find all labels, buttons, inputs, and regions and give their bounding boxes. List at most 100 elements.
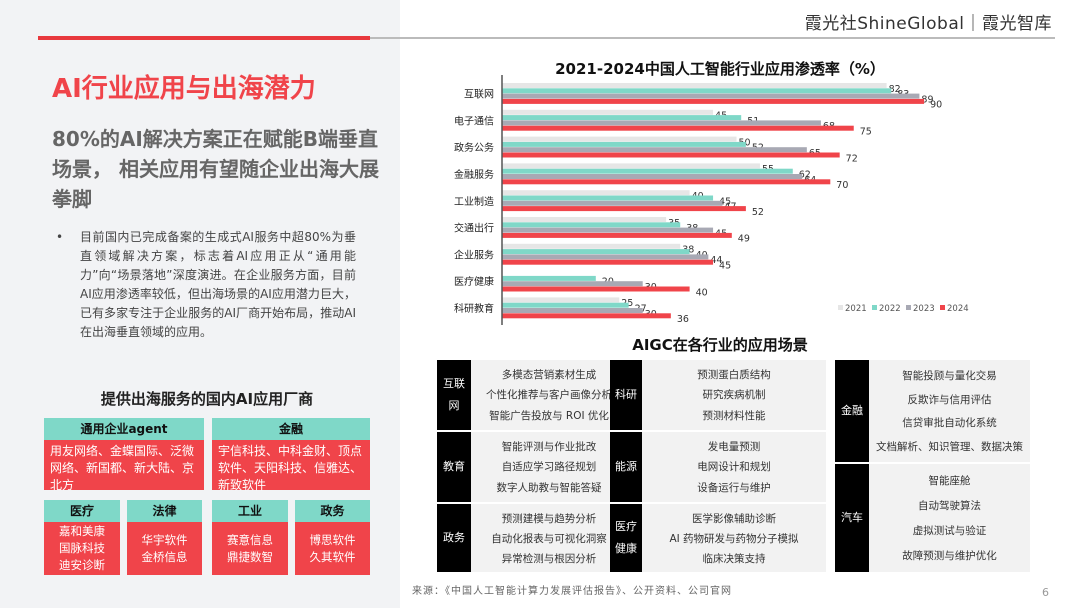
page-number: 6 [1042,586,1049,599]
category-label: 科研教育 [454,302,494,315]
data-label: 72 [846,153,858,164]
industry-label: 能源 [610,432,642,502]
vendor-category: 金融 [212,418,370,440]
vendor-companies: 嘉和美康 国脉科技 迪安诊断 [44,522,120,575]
category-label: 医疗健康 [454,275,494,288]
bar-2024 [502,259,714,265]
scenario-item: 故障预测与维护优化 [902,550,997,562]
bar-2024 [502,232,732,238]
scenario-item: 智能评测与作业批改 [501,440,597,453]
data-label: 40 [696,287,708,298]
category-label: 互联网 [464,89,494,101]
scenario-list: 智能座舱自动驾驶算法 虚拟测试与验证 故障预测与维护优化 [869,464,1030,572]
data-label: 52 [752,207,764,218]
scenario-list: 智能评测与作业批改 自适应学习路径规划 数字人助教与智能答疑 [471,432,627,502]
category-label: 电子通信 [454,114,494,127]
industry-row: 互联网 多模态营销素材生成 个性化推荐与客户画像分析 智能广告投放与 ROI 优化 [437,360,627,430]
scenario-item: 智能座舱 [928,475,971,487]
bar-2024 [502,286,690,292]
bar-2022 [502,249,690,255]
scenario-item: 数字人助教与智能答疑 [496,482,602,495]
scenario-list: 预测蛋白质结构 研究疾病机制 预测材料性能 [642,360,826,430]
vendor-category: 法律 [127,500,202,522]
scenario-list: 预测建模与趋势分析 自动化报表与可视化洞察 异常检测与根因分析 [471,504,627,572]
scenario-item: 临床决策支持 [702,552,766,565]
bar-2022 [502,88,892,94]
bar-2021 [502,83,887,88]
scenario-list: 医学影像辅助诊断 AI 药物研发与药物分子模拟 临床决策支持 [642,504,826,572]
industry-label: 医疗健康 [610,504,642,572]
scenario-item: 电网设计和规划 [697,461,771,474]
data-label: 82 [889,84,901,95]
bar-2023 [502,308,643,313]
data-label: 44 [710,255,722,266]
bar-2021 [502,136,737,142]
penetration-chart: 互联网82838990电子通信45516875政务公务50526572金融服务5… [454,75,969,325]
vendor-box: 医疗 嘉和美康 国脉科技 迪安诊断 [44,500,120,575]
legend-label: 2024 [947,304,969,314]
industry-row: 医疗健康 医学影像辅助诊断 AI 药物研发与药物分子模拟 临床决策支持 [610,504,826,572]
vendor-box: 金融 宇信科技、中科金财、顶点软件、天阳科技、信雅达、新致软件 [212,418,370,492]
bar-2023 [502,120,821,126]
brand-logo: 霞光社ShineGlobal｜霞光智库 [804,14,1052,34]
chart-title: 2021-2024中国人工智能行业应用渗透率（%） [555,60,885,78]
data-label: 90 [930,100,942,111]
bar-2024 [502,98,925,104]
scenario-item: 研究疾病机制 [702,389,766,402]
category-label: 金融服务 [454,168,494,181]
industry-label: 科研 [610,360,642,430]
industry-row: 科研 预测蛋白质结构 研究疾病机制 预测材料性能 [610,360,826,430]
industry-label: 金融 [835,360,869,462]
vendor-category: 通用企业agent [44,418,204,440]
vendor-category: 医疗 [44,500,120,522]
bar-2024 [502,313,671,319]
category-label: 政务公务 [454,141,494,154]
bar-2021 [502,163,760,169]
bar-2021 [502,243,681,249]
bar-2024 [502,125,854,131]
vendor-companies: 用友网络、金蝶国际、泛微网络、新国都、新大陆、京北方 [44,440,204,492]
scenario-item: 设备运行与维护 [697,482,771,495]
legend-swatch [906,305,911,310]
bar-2021 [502,217,667,222]
category-label: 交通出行 [454,222,494,235]
scenario-item: 自动驾驶算法 [918,500,981,512]
industry-row: 教育 智能评测与作业批改 自适应学习路径规划 数字人助教与智能答疑 [437,432,627,502]
bar-2022 [502,275,596,281]
scenario-item: 医学影像辅助诊断 [692,512,776,525]
bullet-marker: • [56,230,64,244]
scenario-item: 自动化报表与可视化洞察 [491,532,607,545]
bar-2023 [502,281,643,287]
scenario-item: AI 药物研发与药物分子模拟 [669,532,799,545]
aigc-title: AIGC在各行业的应用场景 [632,336,808,354]
vendor-box: 政务 博思软件 久其软件 [295,500,370,575]
scenario-item: 虚拟测试与验证 [912,525,987,537]
data-label: 36 [677,314,689,325]
vendor-companies: 宇信科技、中科金财、顶点软件、天阳科技、信雅达、新致软件 [212,440,370,492]
legend-label: 2023 [913,304,935,314]
bar-2023 [502,200,723,206]
header-accent-line [38,36,370,40]
scenario-item: 异常检测与根因分析 [501,552,597,565]
vendors-title: 提供出海服务的国内AI应用厂商 [100,390,314,408]
scenario-item: 信贷审批自动化系统 [902,417,997,430]
vendor-category: 工业 [212,500,288,522]
industry-label: 互联网 [437,360,471,430]
bar-2023 [502,254,709,260]
scenario-item: 发电量预测 [707,440,761,453]
bar-2022 [502,195,714,201]
industry-label: 政务 [437,504,471,572]
industry-row: 金融 智能投顾与量化交易 反欺诈与信用评估 信贷审批自动化系统 文档解析、知识管理、数据… [835,360,1030,462]
industry-row: 政务 预测建模与趋势分析 自动化报表与可视化洞察 异常检测与根因分析 [437,504,627,572]
data-label: 62 [799,170,811,181]
source-note: 来源：《中国人工智能计算力发展评估报告》、公开资料、公司官网 [412,586,732,597]
scenario-item: 预测蛋白质结构 [697,368,771,381]
vendor-companies: 赛意信息 鼎捷数智 [212,522,288,575]
bar-2021 [502,190,690,196]
bar-2023 [502,174,803,179]
data-label: 70 [836,180,848,191]
data-label: 89 [921,94,933,105]
vendor-box: 法律 华宇软件 金桥信息 [127,500,202,575]
bar-2023 [502,93,920,99]
data-label: 75 [860,127,872,138]
